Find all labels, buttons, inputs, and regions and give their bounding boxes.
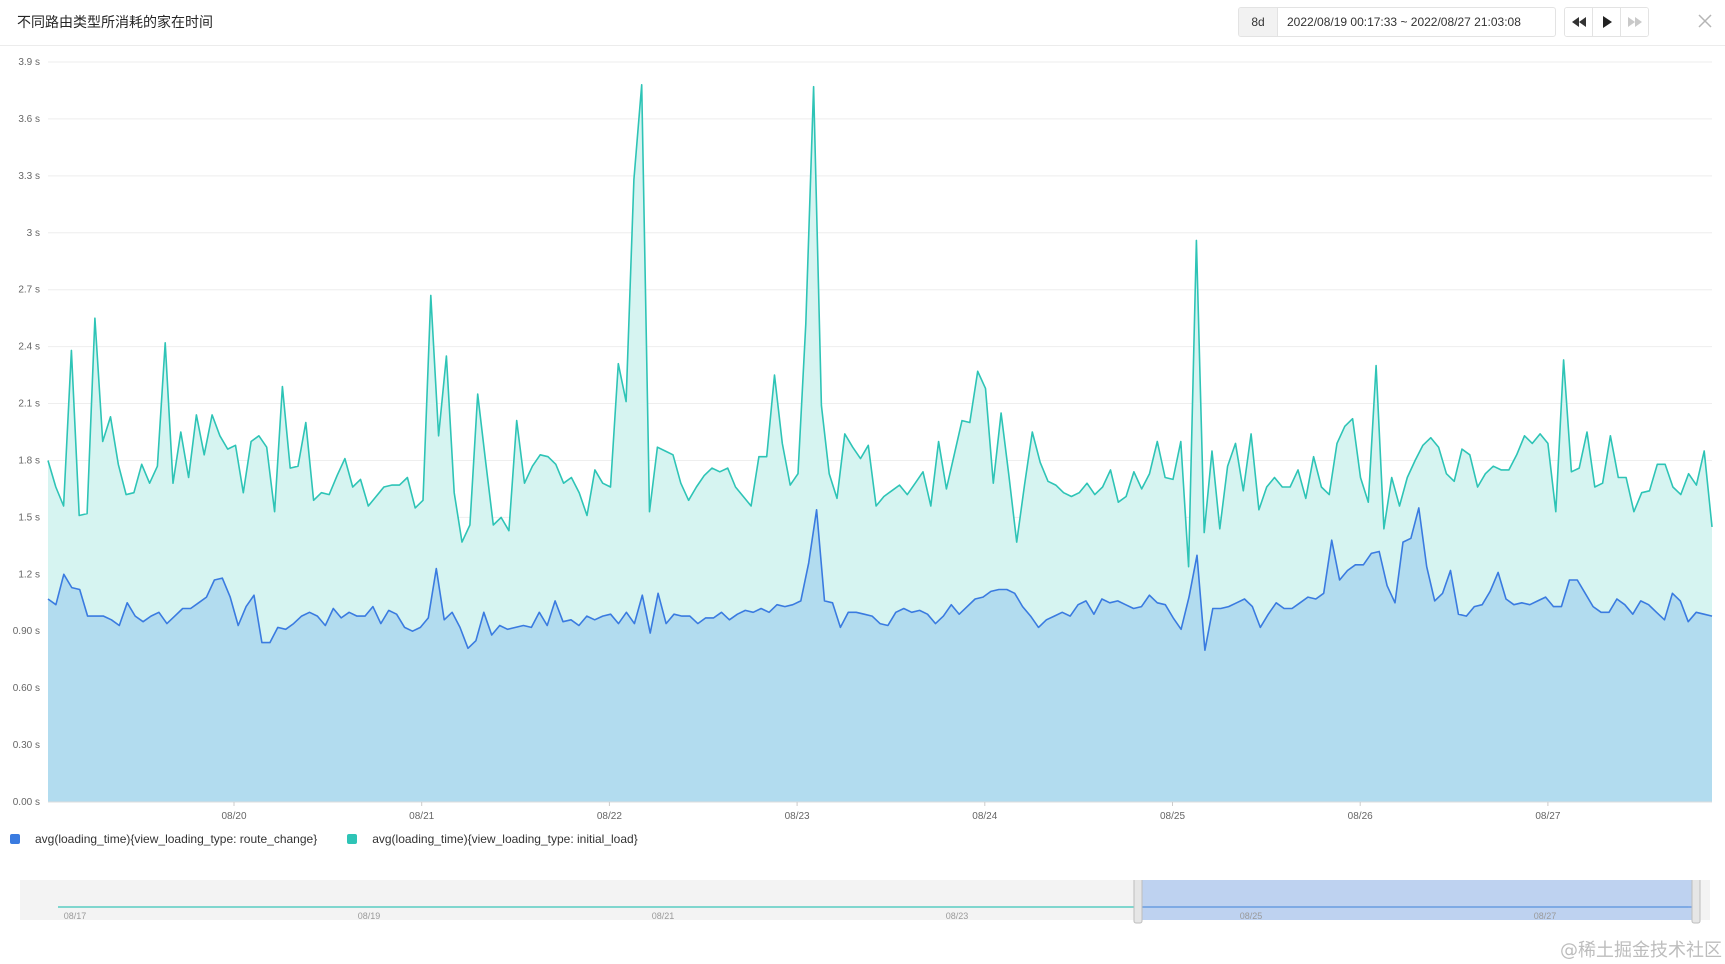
range-preset-button[interactable]: 8d — [1239, 8, 1278, 36]
x-tick-label: 08/27 — [1535, 811, 1560, 822]
overview-tick-label: 08/17 — [64, 911, 87, 921]
y-tick-label: 3.6 s — [18, 114, 40, 125]
legend-label: avg(loading_time){view_loading_type: rou… — [35, 832, 318, 846]
play-button[interactable] — [1593, 8, 1621, 36]
main-chart[interactable]: 0.00 s 0.30 s 0.60 s 0.90 s 1.2 s 1.5 s 1.8 s 2… — [0, 46, 1725, 826]
y-tick-label: 2.7 s — [18, 285, 40, 296]
x-tick-label: 08/25 — [1160, 811, 1185, 822]
time-range-picker[interactable]: 8d 2022/08/19 00:17:33 ~ 2022/08/27 21:0… — [1238, 7, 1556, 37]
line-route-change[interactable] — [47, 507, 1713, 651]
legend-item-initial-load[interactable]: avg(loading_time){view_loading_type: ini… — [347, 832, 638, 846]
y-tick-label: 3 s — [27, 228, 40, 239]
overview-tick-label: 08/25 — [1240, 911, 1263, 921]
overview-ticks: 08/17 08/19 08/21 08/23 08/25 08/27 — [64, 911, 1557, 921]
legend-item-route-change[interactable]: avg(loading_time){view_loading_type: rou… — [10, 832, 317, 846]
y-tick-label: 1.8 s — [18, 455, 40, 466]
rewind-button[interactable] — [1565, 8, 1593, 36]
y-tick-label: 0.00 s — [13, 797, 40, 808]
y-tick-label: 1.5 s — [18, 512, 40, 523]
x-tick-label: 08/23 — [785, 811, 810, 822]
series-lines — [47, 84, 1713, 651]
overview-left-handle[interactable] — [1133, 880, 1143, 924]
overview-tick-label: 08/19 — [358, 911, 381, 921]
x-tick-label: 08/22 — [597, 811, 622, 822]
y-tick-label: 3.9 s — [18, 57, 40, 68]
y-tick-label: 0.90 s — [13, 626, 40, 637]
close-button[interactable] — [1696, 12, 1714, 30]
overview-tick-label: 08/27 — [1534, 911, 1557, 921]
x-tick-label: 08/21 — [409, 811, 434, 822]
rewind-icon — [1571, 17, 1586, 27]
page-title: 不同路由类型所消耗的家在时间 — [17, 14, 213, 30]
y-tick-label: 0.60 s — [13, 683, 40, 694]
overview-tick-label: 08/21 — [652, 911, 675, 921]
y-tick-label: 0.30 s — [13, 740, 40, 751]
x-axis: 08/20 08/21 08/22 08/23 08/24 08/25 08/26 08/27 — [48, 801, 1712, 822]
legend-swatch — [10, 834, 20, 844]
y-tick-label: 2.1 s — [18, 399, 40, 410]
time-navigation — [1564, 7, 1649, 37]
y-axis: 0.00 s 0.30 s 0.60 s 0.90 s 1.2 s 1.5 s 1.8 s 2… — [13, 57, 40, 808]
play-icon — [1602, 16, 1612, 28]
overview-tick-label: 08/23 — [946, 911, 969, 921]
legend-swatch — [347, 834, 358, 844]
range-text[interactable]: 2022/08/19 00:17:33 ~ 2022/08/27 21:03:0… — [1287, 15, 1521, 29]
y-tick-label: 1.2 s — [18, 569, 40, 580]
overview-slider[interactable]: 08/17 08/19 08/21 08/23 08/25 08/27 — [20, 880, 1710, 925]
x-tick-label: 08/24 — [972, 811, 997, 822]
series-areas — [48, 84, 1712, 803]
fast-forward-button[interactable] — [1621, 8, 1648, 36]
y-tick-label: 3.3 s — [18, 171, 40, 182]
y-tick-label: 2.4 s — [18, 342, 40, 353]
overview-selected-range[interactable] — [1138, 880, 1696, 920]
line-initial-load[interactable] — [47, 84, 1713, 568]
legend: avg(loading_time){view_loading_type: rou… — [10, 832, 638, 846]
fast-forward-icon — [1627, 17, 1642, 27]
legend-label: avg(loading_time){view_loading_type: ini… — [372, 832, 638, 846]
area-route-change — [48, 507, 1712, 802]
overview-right-handle[interactable] — [1691, 880, 1701, 924]
x-tick-label: 08/20 — [221, 811, 246, 822]
x-tick-label: 08/26 — [1348, 811, 1373, 822]
header: 不同路由类型所消耗的家在时间 8d 2022/08/19 00:17:33 ~ … — [0, 0, 1725, 46]
close-icon — [1698, 14, 1712, 28]
watermark: @稀土掘金技术社区 — [1560, 940, 1722, 961]
